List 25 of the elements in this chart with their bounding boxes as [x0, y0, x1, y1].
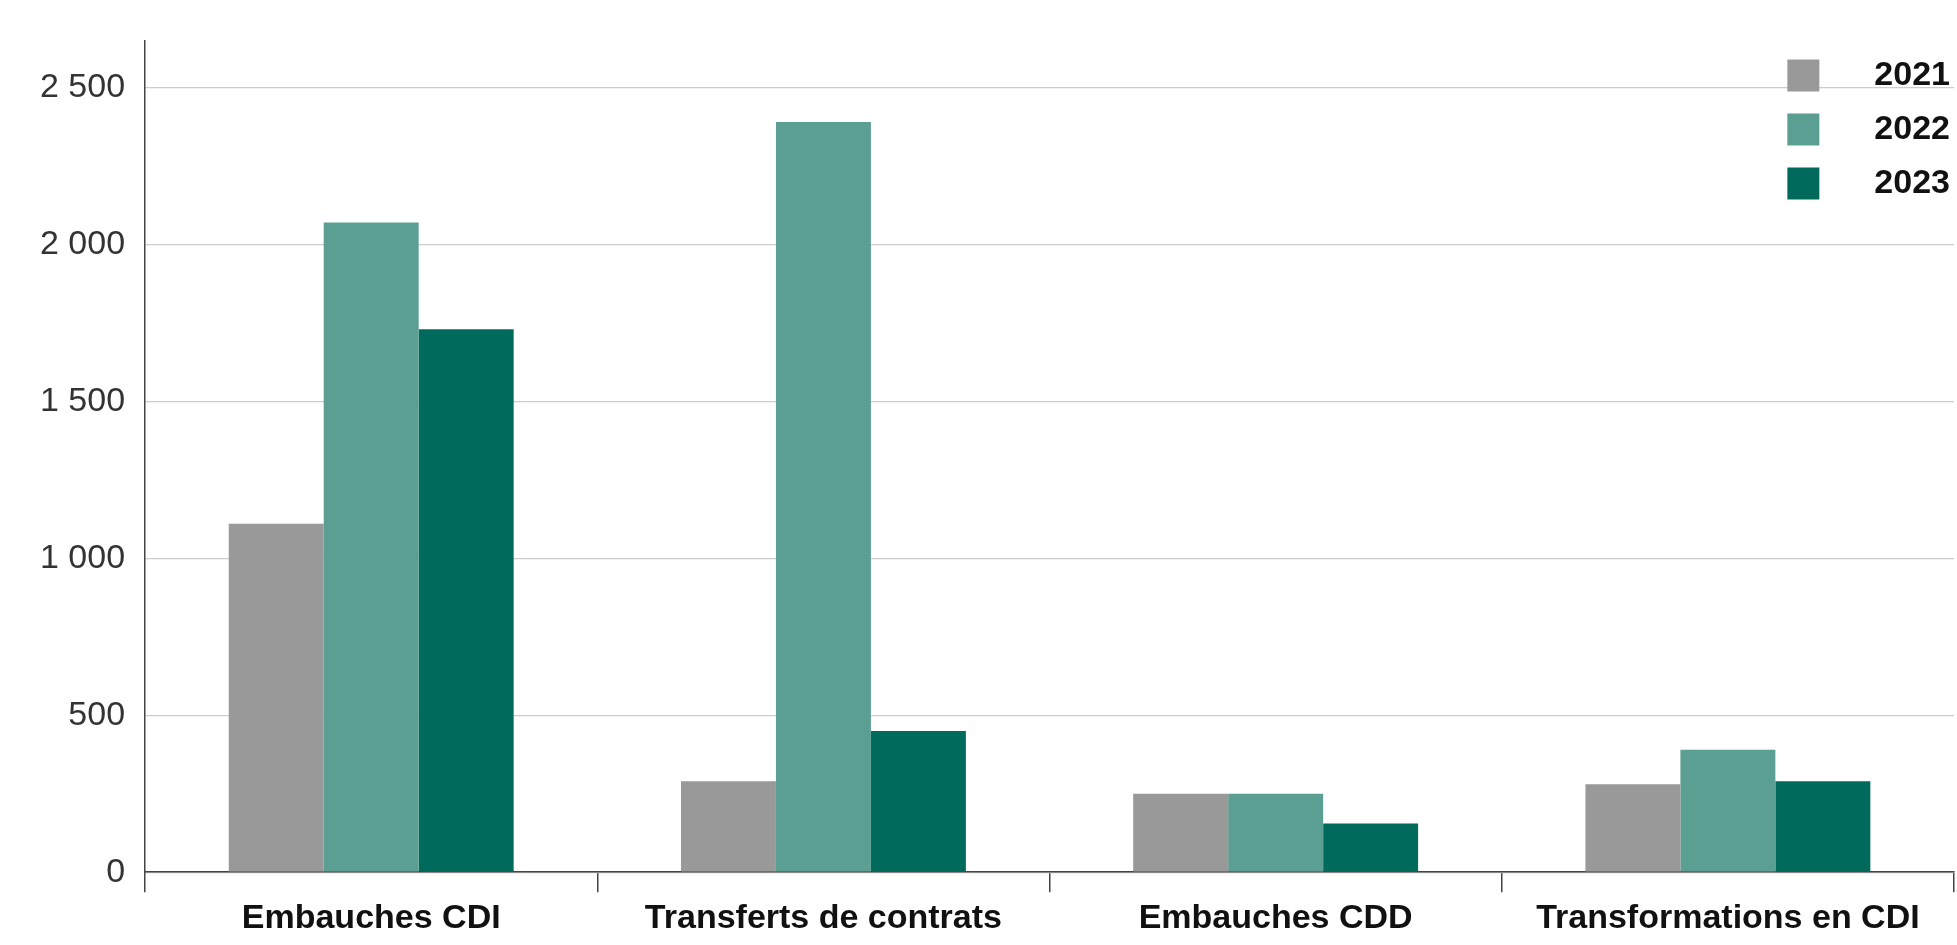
y-tick-label: 2 000	[39, 222, 126, 261]
bar	[228, 523, 324, 872]
x-tick-label: Transformations en CDI	[1536, 896, 1920, 935]
bar	[418, 329, 514, 872]
y-tick-label: 1 500	[39, 379, 126, 418]
bar	[680, 781, 776, 872]
bar	[1323, 823, 1419, 872]
x-tick-label: Transferts de contrats	[644, 896, 1002, 935]
bar	[775, 122, 871, 872]
bar	[870, 730, 966, 872]
bar	[1228, 793, 1324, 872]
x-tick-label: Embauches CDD	[1138, 896, 1413, 935]
x-tick-label: Embauches CDI	[241, 896, 501, 935]
bar	[323, 222, 419, 872]
y-tick-label: 2 500	[39, 65, 126, 104]
bar	[1680, 749, 1776, 872]
legend-label: 2021	[1874, 53, 1950, 92]
y-tick-label: 0	[106, 850, 126, 889]
bar	[1133, 793, 1229, 872]
y-tick-label: 500	[68, 693, 126, 732]
legend-label: 2023	[1874, 161, 1950, 200]
bar	[1585, 784, 1681, 872]
y-tick-label: 1 000	[39, 536, 126, 575]
legend-label: 2022	[1874, 107, 1950, 146]
bar	[1775, 781, 1871, 872]
